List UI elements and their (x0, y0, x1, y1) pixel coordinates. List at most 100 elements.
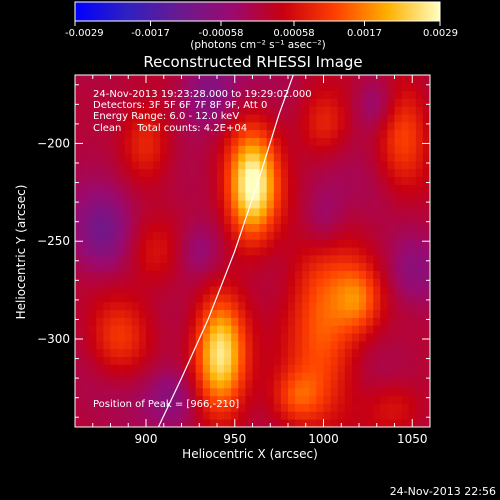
heatmap-cell (224, 168, 232, 178)
heatmap-cell (415, 247, 424, 256)
heatmap-cell (131, 380, 140, 389)
heatmap-cell (117, 340, 126, 350)
heatmap-cell (401, 161, 410, 170)
heatmap-cell (153, 278, 161, 287)
heatmap-cell (309, 98, 317, 107)
heatmap-cell (401, 348, 410, 357)
heatmap-cell (96, 294, 104, 303)
heatmap-cell (316, 403, 324, 412)
heatmap-cell (295, 286, 303, 295)
x-axis-label: Heliocentric X (arcsec) (182, 447, 318, 461)
heatmap-cell (387, 278, 395, 287)
heatmap-cell (316, 356, 324, 365)
heatmap-cell (217, 419, 225, 427)
heatmap-cell (174, 168, 182, 178)
heatmap-cell (181, 192, 189, 201)
heatmap-cell (110, 98, 118, 107)
heatmap-cell (224, 309, 232, 318)
heatmap-cell (209, 278, 218, 287)
heatmap-cell (323, 301, 331, 311)
heatmap-cell (181, 340, 189, 350)
heatmap-cell (82, 145, 90, 154)
heatmap-cell (266, 106, 275, 115)
heatmap-cell (188, 176, 197, 185)
heatmap-cell (103, 356, 111, 365)
heatmap-cell (146, 90, 154, 99)
heatmap-cell (117, 207, 126, 217)
heatmap-cell (124, 161, 133, 170)
heatmap-cell (153, 192, 161, 201)
heatmap-cell (316, 121, 324, 131)
heatmap-cell (167, 372, 175, 381)
heatmap-cell (401, 121, 410, 131)
heatmap-cell (202, 121, 211, 131)
heatmap-cell (153, 129, 161, 138)
heatmap-cell (209, 168, 218, 178)
heatmap-cell (209, 387, 218, 397)
heatmap-cell (224, 176, 232, 185)
heatmap-cell (224, 356, 232, 365)
heatmap-cell (302, 309, 310, 318)
heatmap-cell (380, 161, 388, 170)
heatmap-cell (351, 294, 360, 303)
heatmap-cell (89, 325, 97, 334)
heatmap-cell (387, 215, 395, 225)
heatmap-cell (167, 153, 175, 162)
heatmap-cell (75, 247, 83, 256)
heatmap-cell (408, 309, 417, 318)
heatmap-cell (82, 200, 90, 209)
heatmap-cell (288, 121, 296, 131)
heatmap-cell (337, 168, 346, 178)
heatmap-cell (217, 153, 225, 162)
heatmap-cell (224, 223, 232, 232)
heatmap-cell (131, 301, 140, 311)
heatmap-cell (103, 270, 111, 279)
heatmap-cell (217, 286, 225, 295)
heatmap-cell (160, 145, 168, 154)
heatmap-cell (415, 192, 424, 201)
heatmap-cell (181, 121, 189, 131)
heatmap-cell (280, 161, 289, 170)
heatmap-cell (309, 184, 317, 193)
heatmap-cell (323, 145, 331, 154)
heatmap-cell (209, 75, 218, 84)
heatmap-cell (167, 239, 175, 248)
heatmap-cell (309, 317, 317, 326)
heatmap-cell (224, 106, 232, 115)
heatmap-cell (337, 247, 346, 256)
heatmap-cell (124, 176, 133, 185)
heatmap-cell (124, 75, 133, 84)
heatmap-cell (309, 372, 317, 381)
heatmap-cell (330, 262, 339, 271)
heatmap-cell (344, 98, 353, 107)
heatmap-cell (238, 278, 246, 287)
heatmap-cell (238, 75, 246, 84)
heatmap-cell (273, 223, 282, 232)
heatmap-cell (231, 129, 239, 138)
heatmap-cell (224, 192, 232, 201)
heatmap-cell (344, 403, 353, 412)
heatmap-cell (323, 129, 331, 138)
heatmap-cell (373, 403, 381, 412)
heatmap-cell (181, 145, 189, 154)
heatmap-cell (146, 356, 154, 365)
heatmap-cell (110, 215, 118, 225)
heatmap-cell (117, 153, 126, 162)
heatmap-cell (401, 184, 410, 193)
heatmap-cell (224, 270, 232, 279)
heatmap-cell (224, 129, 232, 138)
heatmap-cell (415, 278, 424, 287)
heatmap-cell (96, 82, 104, 92)
heatmap-cell (82, 98, 90, 107)
heatmap-cell (415, 340, 424, 350)
heatmap-cell (224, 325, 232, 334)
heatmap-cell (117, 106, 126, 115)
heatmap-cell (231, 90, 239, 99)
heatmap-cell (160, 403, 168, 412)
heatmap-cell (394, 90, 402, 99)
heatmap-cell (167, 419, 175, 427)
heatmap-cell (288, 161, 296, 170)
heatmap-cell (202, 98, 211, 107)
heatmap-cell (89, 231, 97, 240)
heatmap-cell (89, 254, 97, 264)
